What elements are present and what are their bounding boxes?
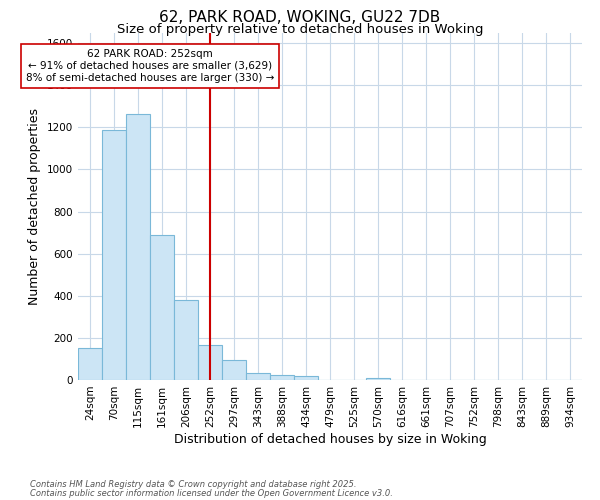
Y-axis label: Number of detached properties: Number of detached properties (28, 108, 41, 304)
Bar (78, 348, 102, 380)
Bar (126, 114, 150, 380)
Bar (366, 378, 390, 380)
Bar (198, 345, 222, 380)
Bar (150, 234, 174, 380)
Bar (246, 372, 270, 380)
Bar (102, 130, 126, 380)
Bar (222, 360, 246, 380)
Text: 62, PARK ROAD, WOKING, GU22 7DB: 62, PARK ROAD, WOKING, GU22 7DB (160, 10, 440, 25)
Bar (294, 376, 318, 380)
X-axis label: Distribution of detached houses by size in Woking: Distribution of detached houses by size … (173, 432, 487, 446)
Bar (270, 374, 294, 380)
Text: 62 PARK ROAD: 252sqm
← 91% of detached houses are smaller (3,629)
8% of semi-det: 62 PARK ROAD: 252sqm ← 91% of detached h… (26, 50, 274, 82)
Text: Size of property relative to detached houses in Woking: Size of property relative to detached ho… (117, 22, 483, 36)
Text: Contains public sector information licensed under the Open Government Licence v3: Contains public sector information licen… (30, 488, 393, 498)
Bar (174, 300, 198, 380)
Text: Contains HM Land Registry data © Crown copyright and database right 2025.: Contains HM Land Registry data © Crown c… (30, 480, 356, 489)
